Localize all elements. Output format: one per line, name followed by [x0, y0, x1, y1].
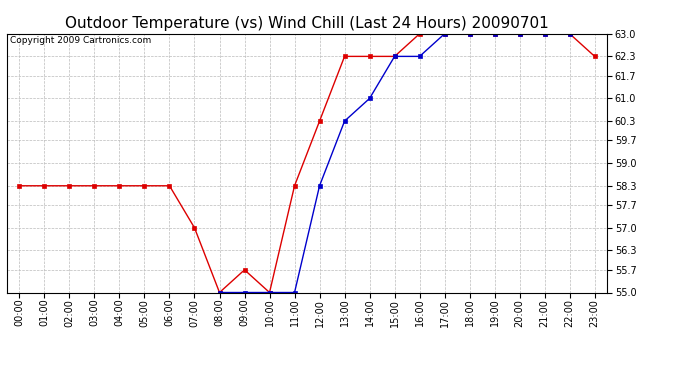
- Title: Outdoor Temperature (vs) Wind Chill (Last 24 Hours) 20090701: Outdoor Temperature (vs) Wind Chill (Las…: [65, 16, 549, 31]
- Text: Copyright 2009 Cartronics.com: Copyright 2009 Cartronics.com: [10, 36, 151, 45]
